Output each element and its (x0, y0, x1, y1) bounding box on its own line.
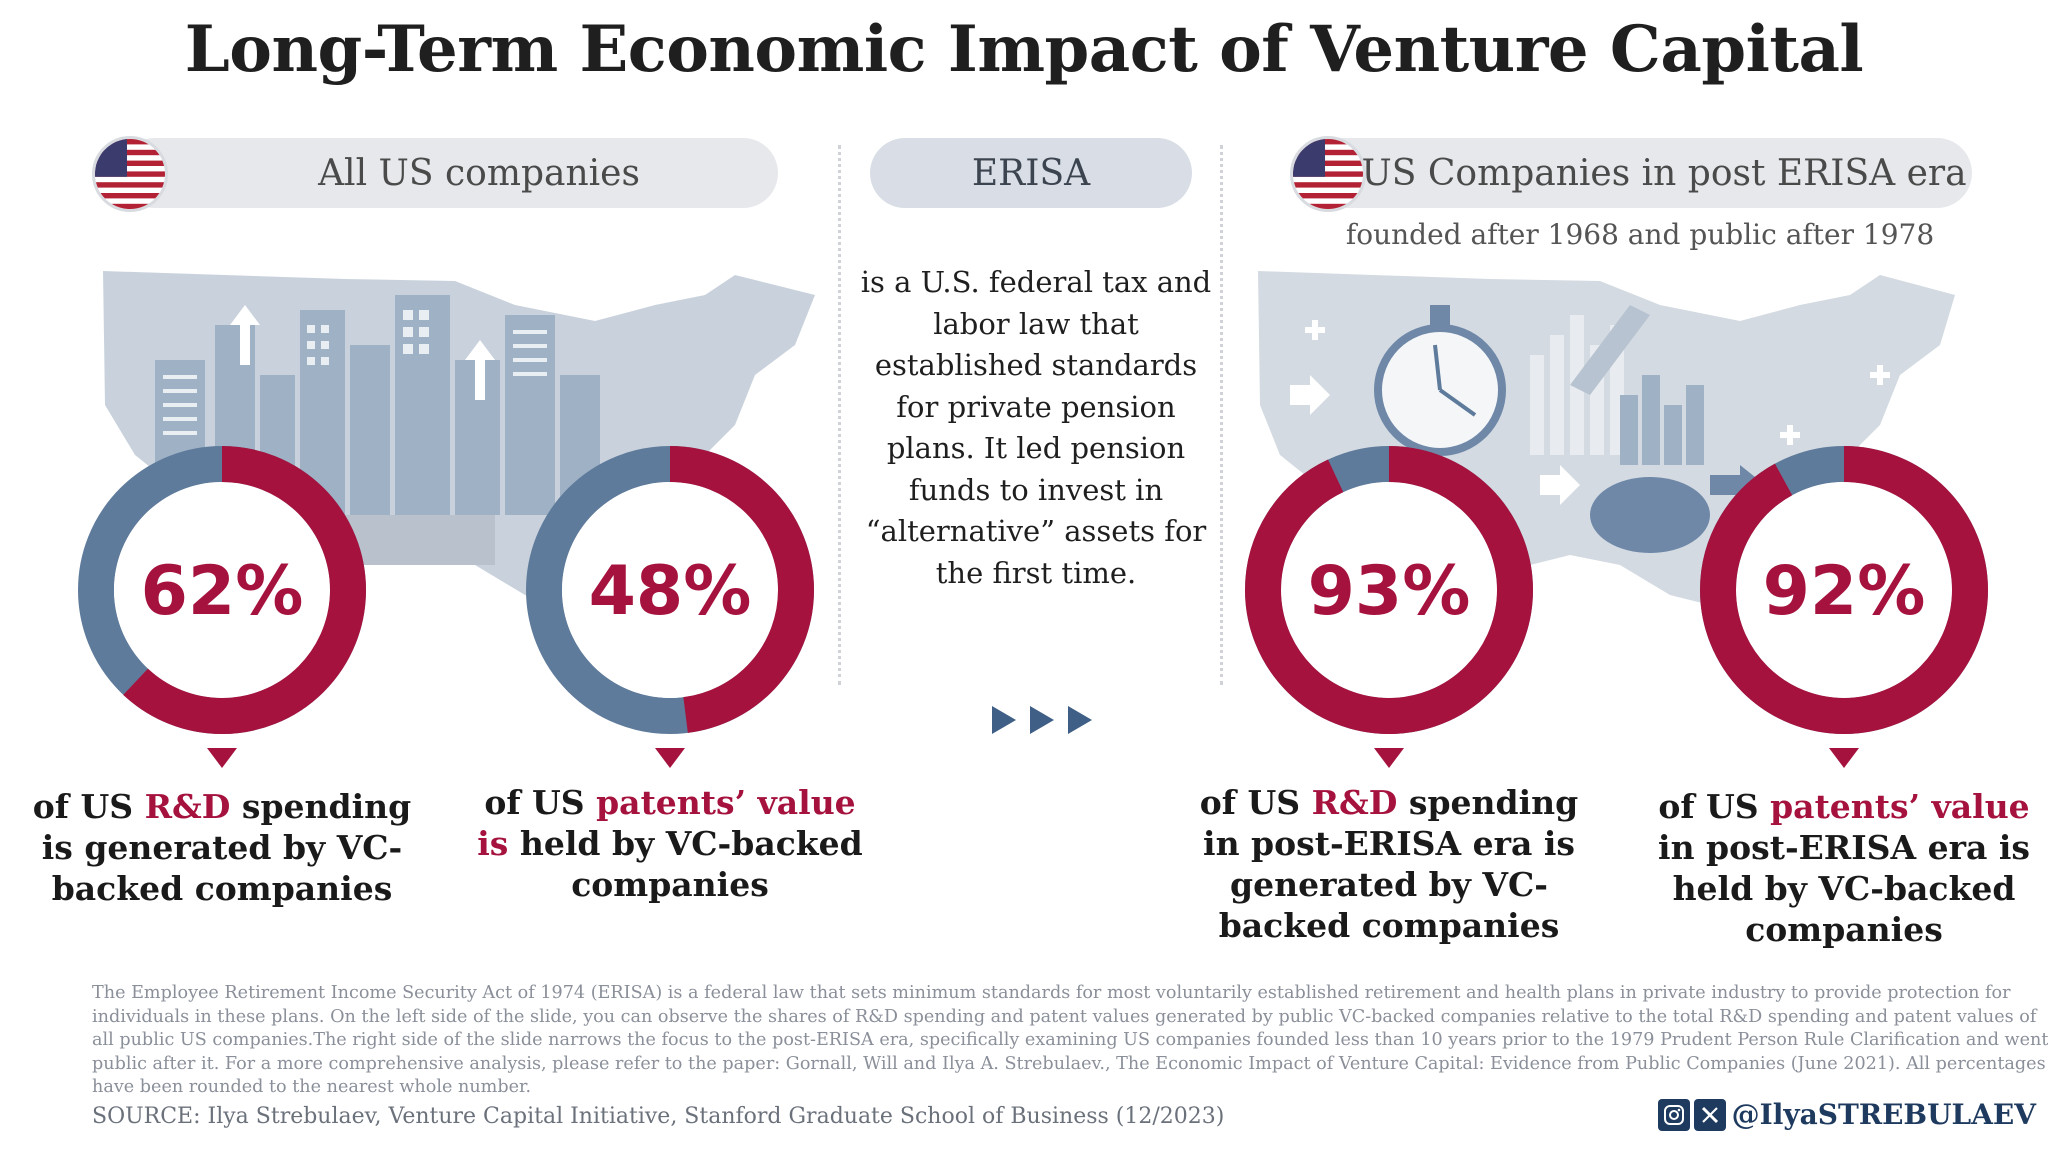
pointer-triangle (1829, 748, 1859, 768)
us-flag-icon (92, 136, 168, 212)
section-label: All US companies (318, 152, 640, 194)
caption-highlight: R&D (1311, 783, 1398, 822)
caption-text: spending in post-ERISA era is generated … (1203, 783, 1579, 945)
caption-text: of US (1658, 787, 1771, 826)
caption-text: in post-ERISA era is held by VC-backed c… (1658, 828, 2030, 949)
donut-chart-patents-post-erisa: 92% (1700, 446, 1988, 734)
donut-chart-patents-all: 48% (526, 446, 814, 734)
section-pill-post-erisa: US Companies in post ERISA era (1296, 138, 1972, 208)
caption-text: spending is generated by VC-backed compa… (41, 787, 412, 908)
caption-text: held by VC-backed companies (508, 824, 863, 904)
donut-value-arc (526, 446, 814, 734)
caption-text: of US (32, 787, 145, 826)
donut-value-arc (78, 446, 366, 734)
donut-value-arc (1700, 446, 1988, 734)
pointer-triangle (1374, 748, 1404, 768)
donut-chart-rd-post-erisa: 93% (1245, 446, 1533, 734)
donut-percentage-label: 92% (1763, 552, 1926, 631)
footnote: The Employee Retirement Income Security … (92, 983, 2048, 1097)
section-pill-erisa: ERISA (870, 138, 1192, 208)
social-handle-block: @IlyaSTREBULAEV (1657, 1098, 2036, 1131)
x-icon[interactable] (1693, 1098, 1726, 1131)
caption-rd-post-erisa: of US R&D spending in post-ERISA era is … (1184, 782, 1594, 946)
donut-percentage-label: 93% (1308, 552, 1471, 631)
caption-text: of US (1199, 783, 1312, 822)
pointer-triangle (207, 748, 237, 768)
donut-center (1281, 482, 1497, 698)
section-label: ERISA (971, 152, 1091, 194)
donut-center (562, 482, 778, 698)
page-title: Long-Term Economic Impact of Venture Cap… (184, 12, 1864, 87)
erisa-description: is a U.S. federal tax and labor law that… (860, 265, 1212, 590)
donut-value-arc (1245, 446, 1533, 734)
separator-right (1220, 145, 1223, 685)
source-citation: SOURCE: Ilya Strebulaev, Venture Capital… (92, 1104, 1225, 1129)
caption-highlight: patents’ value (1770, 787, 2030, 826)
section-subtitle: founded after 1968 and public after 1978 (1345, 218, 1935, 251)
section-label: US Companies in post ERISA era (1361, 152, 1967, 194)
donut-chart-rd-all: 62% (78, 446, 366, 734)
arrows-right-icon (992, 706, 1092, 734)
pointer-triangle (655, 748, 685, 768)
section-pill-all-us: All US companies (120, 138, 778, 208)
social-handle[interactable]: @IlyaSTREBULAEV (1731, 1098, 2036, 1131)
caption-rd-all: of US R&D spending is generated by VC-ba… (12, 786, 432, 909)
donut-percentage-label: 62% (141, 552, 304, 631)
donut-center (114, 482, 330, 698)
separator-left (838, 145, 841, 685)
us-flag-icon (1290, 136, 1366, 212)
donut-percentage-label: 48% (589, 552, 752, 631)
caption-highlight: patents’ value is (477, 783, 856, 863)
caption-patents-post-erisa: of US patents’ value in post-ERISA era i… (1654, 786, 2034, 950)
caption-patents-all: of US patents’ value is held by VC-backe… (470, 782, 870, 905)
instagram-icon[interactable] (1657, 1098, 1690, 1131)
caption-text: of US (484, 783, 597, 822)
donut-center (1736, 482, 1952, 698)
caption-highlight: R&D (144, 787, 231, 826)
